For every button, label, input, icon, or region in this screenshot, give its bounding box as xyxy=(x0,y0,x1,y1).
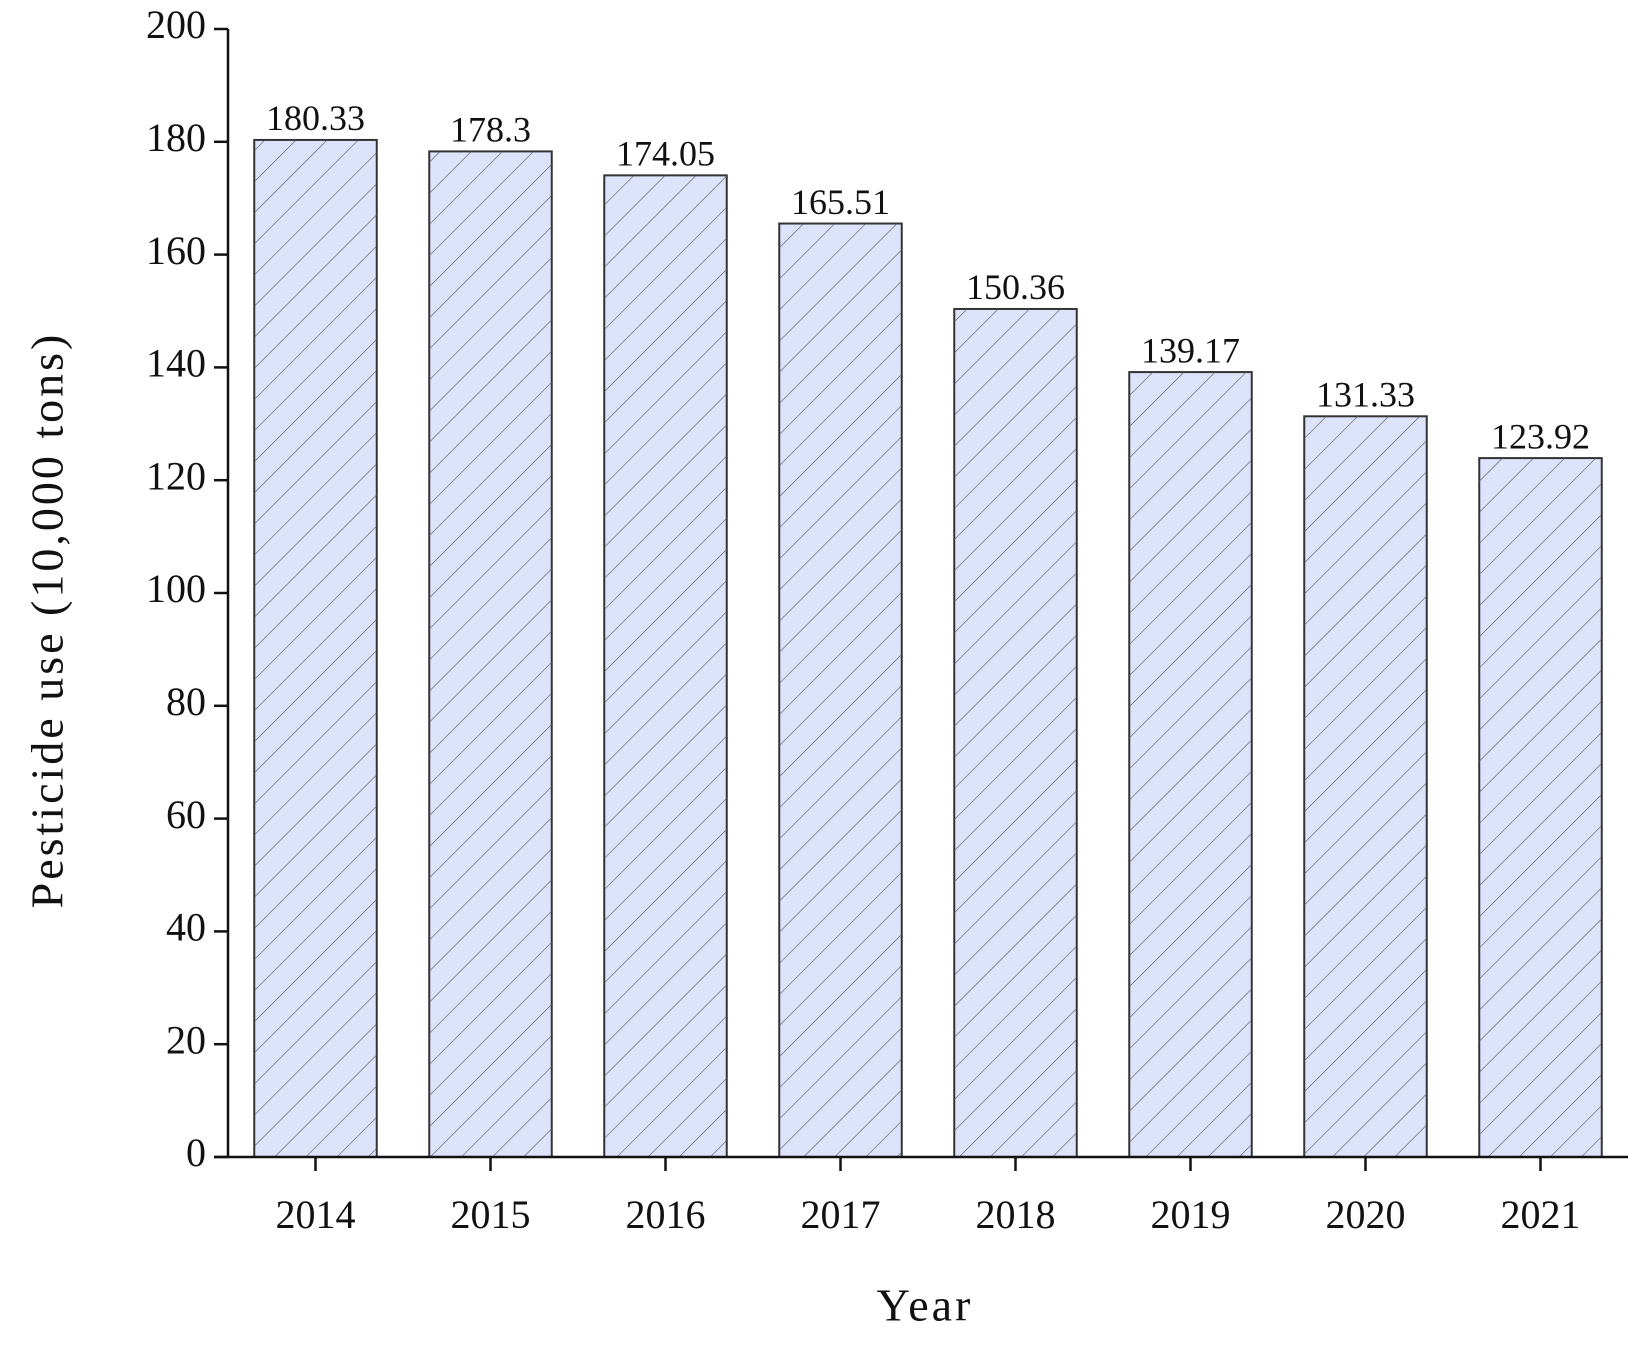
bar-hatch xyxy=(1479,458,1602,1157)
bar-hatch xyxy=(1304,416,1427,1157)
data-label: 123.92 xyxy=(1491,416,1590,456)
x-axis-title: Year xyxy=(877,1280,974,1331)
data-label: 150.36 xyxy=(966,267,1065,307)
x-tick-label: 2018 xyxy=(976,1192,1056,1237)
data-label: 180.33 xyxy=(266,98,365,138)
x-tick-label: 2019 xyxy=(1151,1192,1231,1237)
x-tick-label: 2016 xyxy=(626,1192,706,1237)
data-label: 139.17 xyxy=(1141,330,1240,370)
bar-hatch xyxy=(779,223,902,1157)
x-tick-label: 2014 xyxy=(276,1192,356,1237)
x-tick-label: 2021 xyxy=(1501,1192,1581,1237)
data-label: 178.3 xyxy=(450,110,531,150)
y-tick-label: 40 xyxy=(166,905,206,950)
x-tick-label: 2020 xyxy=(1326,1192,1406,1237)
y-tick-label: 160 xyxy=(146,228,206,273)
y-tick-label: 140 xyxy=(146,341,206,386)
bar-hatch xyxy=(1129,372,1252,1158)
y-tick-label: 200 xyxy=(146,2,206,47)
bar-hatch xyxy=(604,175,727,1157)
bar-hatch xyxy=(254,139,377,1158)
y-tick-label: 100 xyxy=(146,566,206,611)
y-tick-label: 60 xyxy=(166,792,206,837)
y-tick-label: 120 xyxy=(146,453,206,498)
data-label: 131.33 xyxy=(1316,375,1415,415)
bar-hatch xyxy=(429,151,552,1157)
bar-hatch xyxy=(954,308,1077,1157)
y-tick-label: 20 xyxy=(166,1017,206,1062)
y-tick-label: 0 xyxy=(186,1130,206,1175)
data-label: 165.51 xyxy=(791,182,890,222)
data-label: 174.05 xyxy=(616,134,715,174)
y-tick-label: 80 xyxy=(166,679,206,724)
y-axis-title: Pesticide use (10,000 tons) xyxy=(22,332,73,909)
y-tick-label: 180 xyxy=(146,115,206,160)
x-tick-label: 2015 xyxy=(451,1192,531,1237)
x-tick-label: 2017 xyxy=(801,1192,881,1237)
